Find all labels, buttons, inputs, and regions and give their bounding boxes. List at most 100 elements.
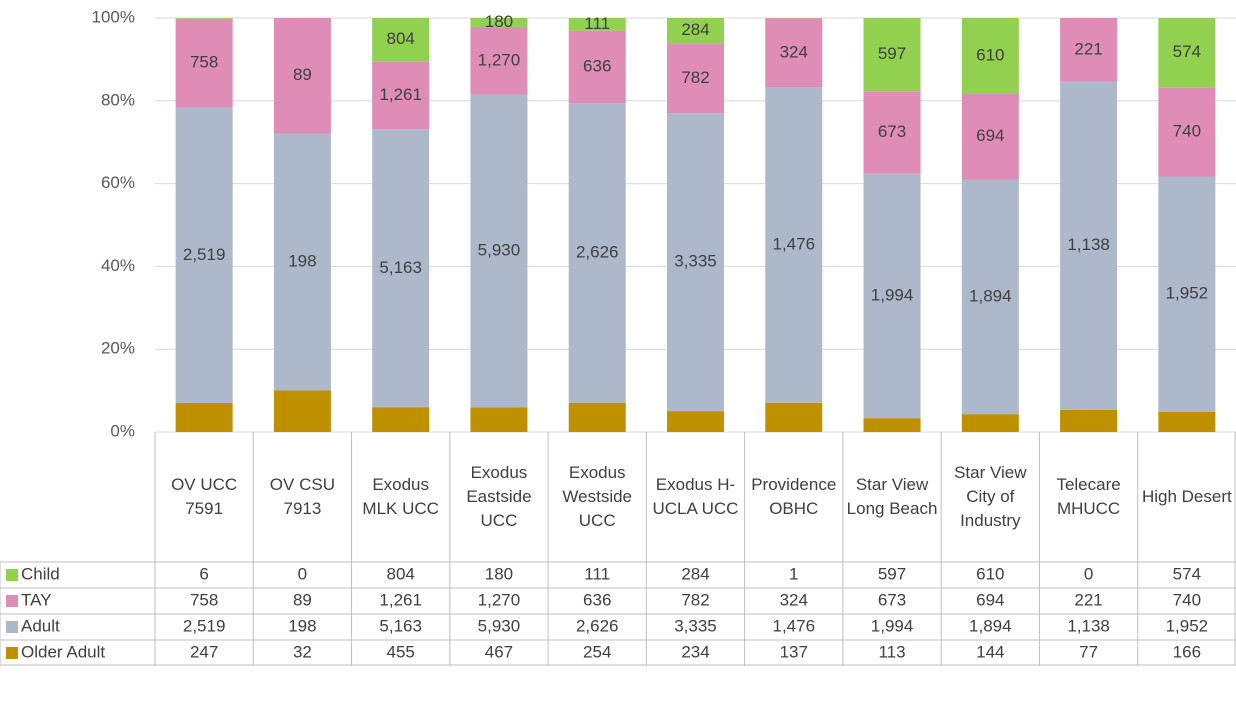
bar-segment <box>765 87 823 403</box>
data-label: 1,138 <box>1067 235 1110 254</box>
data-label: 574 <box>1173 42 1201 61</box>
table-value: 89 <box>293 590 312 609</box>
bar-segment <box>470 94 528 408</box>
data-label: 111 <box>584 14 610 33</box>
data-label: 2,519 <box>183 245 226 264</box>
bar-segment <box>273 18 331 134</box>
bar-segment <box>175 18 233 19</box>
table-value: 758 <box>190 590 218 609</box>
legend-swatch <box>6 569 18 581</box>
legend-label: Older Adult <box>21 642 105 661</box>
bar-segment <box>765 402 823 432</box>
table-value: 597 <box>878 564 906 583</box>
table-value: 1 <box>789 564 798 583</box>
category-label: Star View City of Industry <box>954 463 1027 530</box>
data-label: 1,952 <box>1166 284 1209 303</box>
data-label: 5,163 <box>379 258 422 277</box>
data-label: 284 <box>681 20 709 39</box>
y-tick-label: 100% <box>92 7 135 26</box>
data-label: 324 <box>780 42 808 61</box>
table-value: 636 <box>583 590 611 609</box>
table-value: 198 <box>288 616 316 635</box>
bar-segment <box>175 18 233 108</box>
table-value: 2,626 <box>576 616 619 635</box>
bar-segment <box>863 173 921 419</box>
bar-segment <box>667 18 724 44</box>
table-value: 610 <box>976 564 1004 583</box>
data-label: 1,894 <box>969 286 1012 305</box>
table-value: 1,270 <box>478 590 521 609</box>
table-value: 113 <box>878 642 905 661</box>
bar-segment <box>372 18 430 62</box>
data-label: 89 <box>293 65 312 84</box>
bar-segment <box>1060 18 1118 82</box>
bar-segment <box>175 107 233 404</box>
bar-segment <box>273 390 331 432</box>
legend-label: Adult <box>21 616 60 635</box>
y-tick-label: 80% <box>101 90 135 109</box>
table-value: 0 <box>1084 564 1093 583</box>
table-value: 574 <box>1173 564 1201 583</box>
bar-segment <box>568 30 626 104</box>
data-label: 636 <box>583 56 611 75</box>
category-label: Exodus Westside UCC <box>562 463 633 530</box>
y-tick-label: 40% <box>101 256 135 275</box>
bar-segment <box>273 133 331 391</box>
data-label: 1,270 <box>478 50 521 69</box>
bar-segment <box>470 18 528 28</box>
table-value: 221 <box>1074 590 1102 609</box>
data-label: 198 <box>288 251 316 270</box>
bar-segment <box>1158 87 1216 177</box>
table-value: 111 <box>584 564 610 583</box>
bar-segment <box>1060 81 1118 410</box>
table-value: 740 <box>1173 590 1201 609</box>
table-value: 673 <box>878 590 906 609</box>
category-label: Exodus H-UCLA UCC <box>652 475 739 518</box>
data-label: 782 <box>681 68 709 87</box>
y-tick-label: 60% <box>101 173 135 192</box>
data-label: 180 <box>485 12 513 31</box>
data-label: 610 <box>976 45 1004 64</box>
table-value: 694 <box>976 590 1004 609</box>
bar-segment <box>1158 411 1216 432</box>
table-value: 234 <box>681 642 709 661</box>
table-value: 5,930 <box>478 616 521 635</box>
category-label: OV UCC 7591 <box>171 475 238 518</box>
category-label: Telecare MHUCC <box>1056 475 1121 518</box>
table-value: 77 <box>1079 642 1098 661</box>
legend-swatch <box>6 621 18 633</box>
category-label: Exodus MLK UCC <box>362 475 439 518</box>
table-value: 782 <box>681 590 709 609</box>
category-label: OV CSU 7913 <box>269 475 335 518</box>
bar-segment <box>961 179 1019 415</box>
table-value: 1,952 <box>1166 616 1209 635</box>
bar-segment <box>765 18 823 88</box>
bar-segment <box>961 18 1019 94</box>
legend-swatch <box>6 647 18 659</box>
data-label: 1,476 <box>772 235 815 254</box>
bar-segment <box>667 43 724 114</box>
y-tick-label: 20% <box>101 339 135 358</box>
table-value: 1,138 <box>1067 616 1110 635</box>
table-value: 144 <box>976 642 1004 661</box>
data-label: 3,335 <box>674 252 717 271</box>
table-value: 467 <box>485 642 513 661</box>
bar-segment <box>175 403 233 432</box>
data-label: 2,626 <box>576 243 619 262</box>
table-value: 32 <box>293 642 312 661</box>
bar-segment <box>1158 176 1216 412</box>
legend-swatch <box>6 595 18 607</box>
category-label: Star View Long Beach <box>846 475 938 518</box>
data-label: 1,261 <box>379 85 422 104</box>
table-value: 455 <box>386 642 414 661</box>
data-label: 694 <box>976 126 1004 145</box>
bar-segment <box>372 61 430 130</box>
category-label: High Desert <box>1141 487 1232 506</box>
table-value: 2,519 <box>183 616 226 635</box>
category-label: Providence OBHC <box>751 475 837 518</box>
y-tick-label: 0% <box>110 421 135 440</box>
bar-segment <box>961 414 1019 432</box>
bar-segment <box>568 18 626 31</box>
bar-segment <box>667 411 724 432</box>
